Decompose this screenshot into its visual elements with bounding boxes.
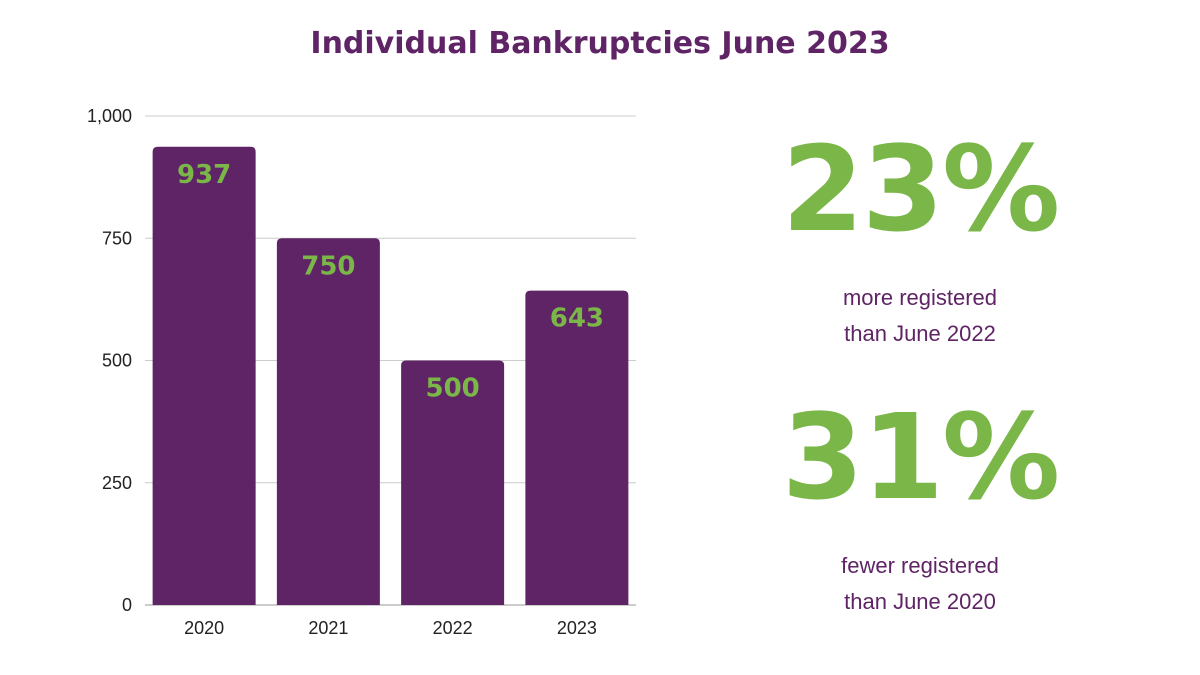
x-category-label: 2021 <box>308 618 348 638</box>
stat-increase-value: 23% <box>781 120 1060 258</box>
stat-increase-caption: more registered than June 2022 <box>842 285 998 346</box>
y-tick-label: 0 <box>122 595 132 615</box>
bar-data-label: 643 <box>550 304 604 334</box>
bar <box>525 290 629 605</box>
bar-data-label: 500 <box>425 374 479 404</box>
bar <box>276 238 380 605</box>
bar <box>401 360 505 605</box>
y-tick-label: 250 <box>102 473 132 493</box>
y-tick-label: 750 <box>102 228 132 248</box>
y-tick-label: 1,000 <box>87 106 132 126</box>
bar-data-label: 937 <box>177 160 231 190</box>
stat-increase: 23% more registered than June 2022 <box>770 130 1070 352</box>
bar <box>152 146 256 605</box>
chart-title: Individual Bankruptcies June 2023 <box>310 26 890 61</box>
x-category-label: 2022 <box>433 618 473 638</box>
stat-decrease-value: 31% <box>781 388 1060 526</box>
x-category-label: 2020 <box>184 618 224 638</box>
bar-data-label: 750 <box>301 251 355 281</box>
bar-chart: 0 250 500 750 1,000 937 2020 750 2021 500 2022 643 2… <box>87 106 636 638</box>
stat-decrease-caption: fewer registered than June 2020 <box>841 553 999 614</box>
x-category-label: 2023 <box>557 618 597 638</box>
y-tick-label: 500 <box>102 351 132 371</box>
stat-decrease: 31% fewer registered than June 2020 <box>770 398 1070 620</box>
